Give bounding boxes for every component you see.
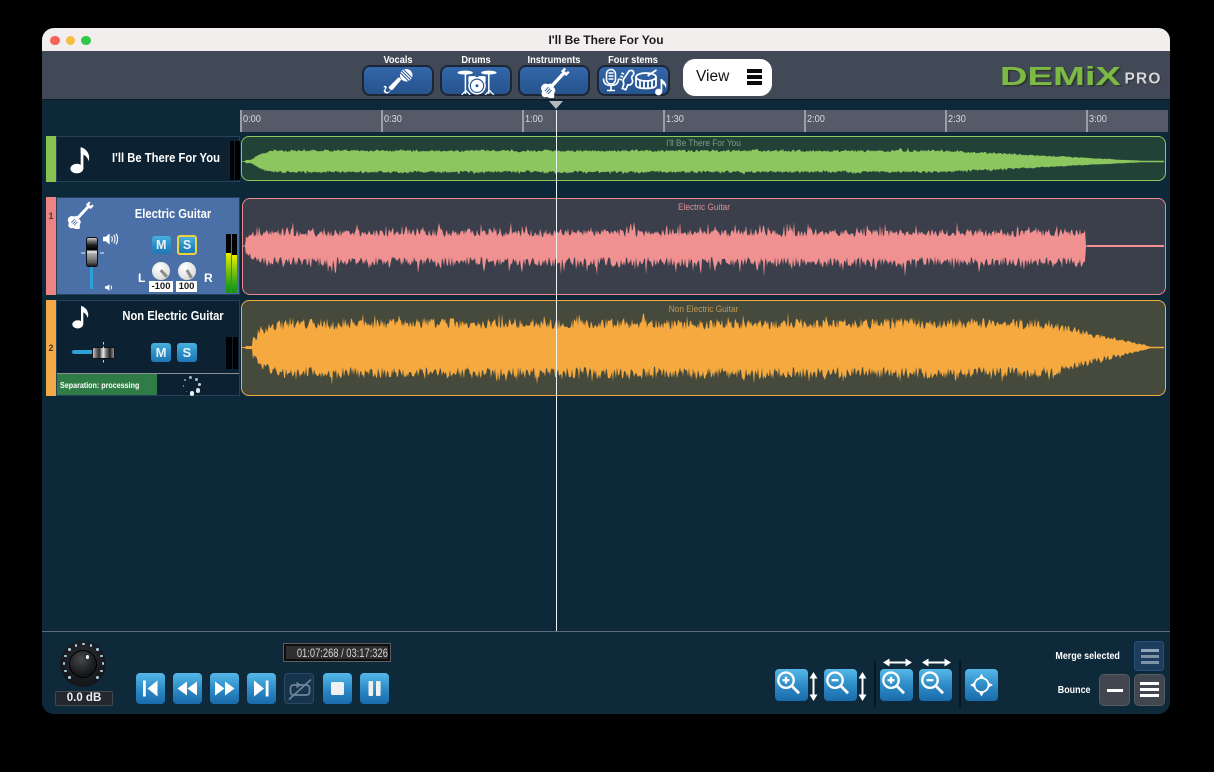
svg-text:DEMiX: DEMiX bbox=[1000, 63, 1121, 91]
svg-text:PRO: PRO bbox=[1126, 72, 1163, 89]
svg-text:PRO: PRO bbox=[1125, 71, 1162, 88]
svg-text:DEMiX: DEMiX bbox=[1002, 63, 1123, 92]
